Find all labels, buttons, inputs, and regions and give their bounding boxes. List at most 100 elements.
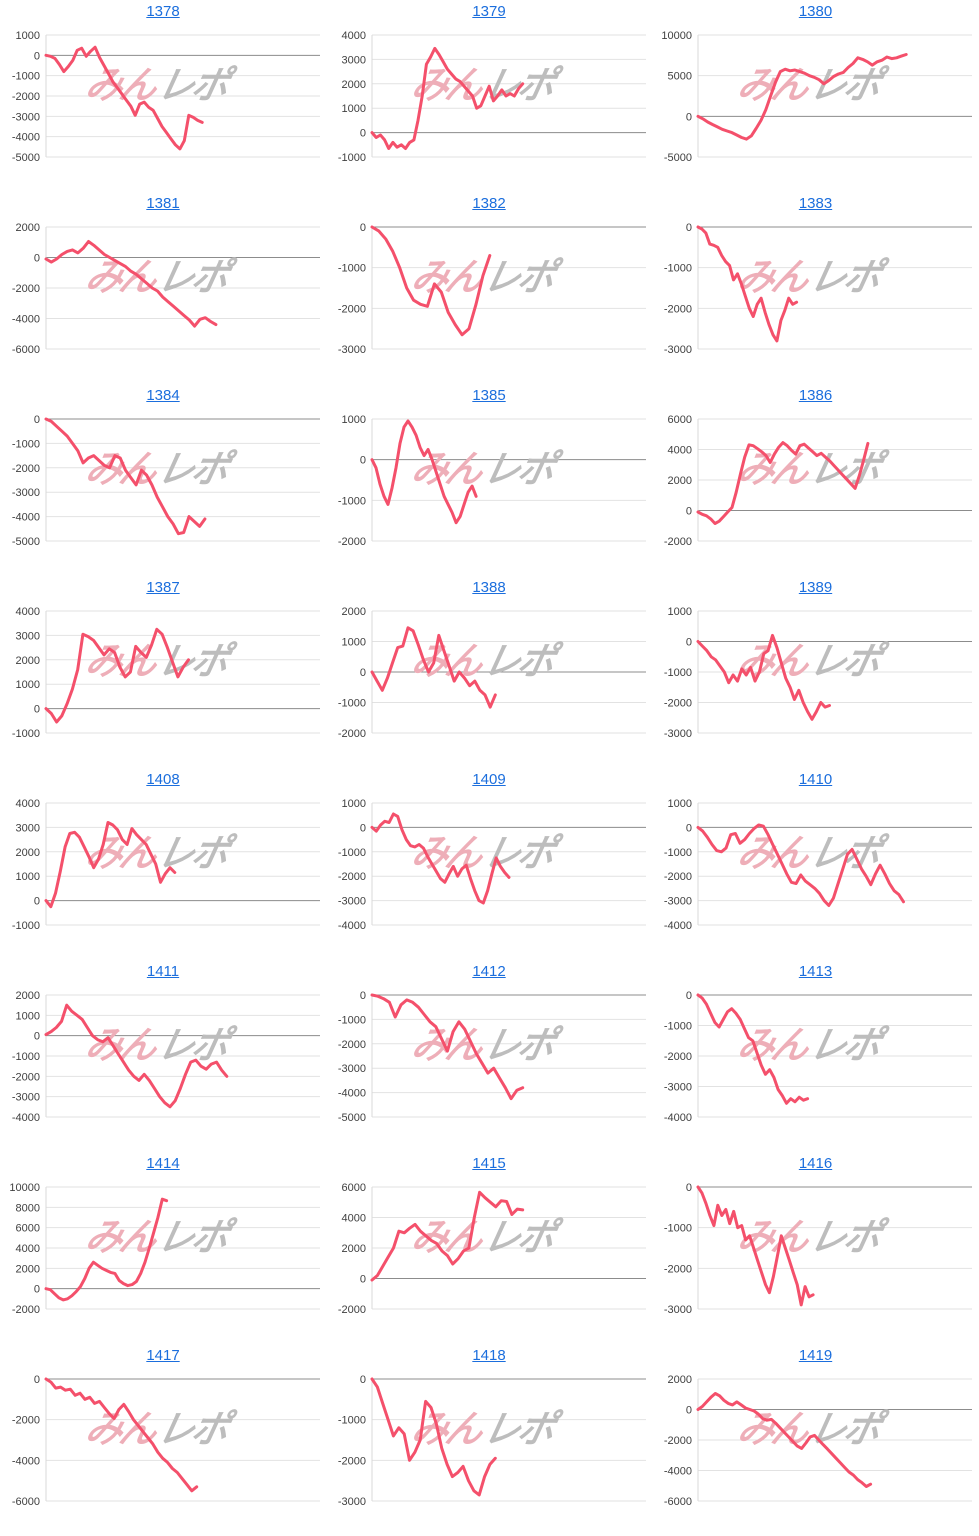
chart-cell: 1411 2000 1000 0 -1000 -2000 -3000 -4000 みんレポ	[0, 960, 326, 1152]
y-tick-label: 0	[686, 111, 692, 123]
y-tick-label: 0	[360, 128, 366, 140]
chart-title-link[interactable]: 1385	[472, 387, 506, 404]
chart-line	[44, 821, 177, 909]
chart-title-link[interactable]: 1379	[472, 3, 506, 20]
y-tick-label: 6000	[16, 1223, 40, 1235]
y-tick-label: -2000	[664, 1263, 692, 1275]
chart-plot: 4000 3000 2000 1000 0 -1000 みんレポ	[0, 603, 326, 745]
chart-title-link[interactable]: 1384	[146, 387, 180, 404]
chart-line	[44, 240, 218, 328]
y-tick-label: -1000	[664, 263, 692, 275]
chart-line	[44, 417, 207, 536]
y-tick-label: -1000	[338, 1014, 366, 1026]
chart-title-link[interactable]: 1415	[472, 1155, 506, 1172]
chart-title: 1413	[652, 960, 979, 987]
y-tick-label: 10000	[9, 1182, 40, 1194]
chart-title-link[interactable]: 1418	[472, 1347, 506, 1364]
chart-title: 1417	[0, 1344, 326, 1371]
y-tick-label: 0	[360, 667, 366, 679]
chart-plot: 10000 5000 0 -5000 みんレポ	[652, 27, 979, 169]
chart-title-link[interactable]: 1414	[146, 1155, 180, 1172]
chart-title-link[interactable]: 1417	[146, 1347, 180, 1364]
y-tick-label: -4000	[12, 132, 40, 144]
y-tick-label: -2000	[338, 1455, 366, 1467]
chart-cell: 1389 1000 0 -1000 -2000 -3000 みんレポ	[652, 576, 979, 768]
y-tick-label: -1000	[338, 152, 366, 164]
chart-gridlines: 0 -1000 -2000 -3000 -4000	[664, 990, 972, 1124]
y-tick-label: -1000	[12, 728, 40, 740]
y-tick-label: 0	[686, 990, 692, 1002]
chart-plot: 0 -1000 -2000 -3000 -4000 みんレポ	[652, 987, 979, 1129]
y-tick-label: -1000	[338, 263, 366, 275]
y-tick-label: -2000	[664, 303, 692, 315]
y-tick-label: -2000	[12, 1304, 40, 1316]
y-tick-label: 0	[34, 414, 40, 426]
chart-title: 1408	[0, 768, 326, 795]
y-tick-label: 2000	[16, 655, 40, 667]
y-tick-label: -3000	[12, 487, 40, 499]
chart-line	[370, 419, 478, 525]
chart-title-link[interactable]: 1386	[798, 387, 833, 404]
chart-line	[696, 53, 908, 141]
chart-title-link[interactable]: 1413	[798, 963, 833, 980]
chart-line	[370, 1190, 525, 1282]
y-tick-label: -1000	[664, 667, 692, 679]
chart-cell: 1408 4000 3000 2000 1000 0 -1000 みんレポ	[0, 768, 326, 960]
chart-title-link[interactable]: 1383	[798, 195, 833, 212]
chart-title-link[interactable]: 1378	[146, 3, 180, 20]
y-tick-label: -4000	[12, 1455, 40, 1467]
y-tick-label: 0	[360, 455, 366, 467]
y-tick-label: 1000	[342, 103, 366, 115]
chart-cell: 1384 0 -1000 -2000 -3000 -4000 -5000 みんレポ	[0, 384, 326, 576]
chart-title-link[interactable]: 1387	[146, 579, 180, 596]
chart-title-link[interactable]: 1381	[146, 195, 180, 212]
chart-title-link[interactable]: 1411	[146, 963, 180, 980]
y-tick-label: 4000	[342, 1213, 366, 1225]
chart-gridlines: 2000 0 -2000 -4000 -6000	[12, 222, 320, 356]
chart-title-link[interactable]: 1416	[798, 1155, 833, 1172]
chart-cell: 1410 1000 0 -1000 -2000 -3000 -4000 みんレポ	[652, 768, 979, 960]
chart-title: 1411	[0, 960, 326, 987]
chart-title-link[interactable]: 1409	[472, 771, 506, 788]
chart-title-link[interactable]: 1382	[472, 195, 506, 212]
chart-line	[696, 225, 799, 343]
chart-plot: 4000 3000 2000 1000 0 -1000 みんレポ	[326, 27, 652, 169]
y-tick-label: -1000	[664, 1223, 692, 1235]
chart-title-link[interactable]: 1410	[798, 771, 833, 788]
chart-line	[44, 627, 190, 724]
chart-title-link[interactable]: 1412	[472, 963, 506, 980]
chart-gridlines: 0 -1000 -2000 -3000	[664, 222, 972, 356]
chart-gridlines: 10000 8000 6000 4000 2000 0 -2000	[9, 1182, 320, 1316]
chart-cell: 1385 1000 0 -1000 -2000 みんレポ	[326, 384, 652, 576]
chart-title-link[interactable]: 1419	[798, 1347, 833, 1364]
y-tick-label: -2000	[664, 871, 692, 883]
y-tick-label: 0	[686, 1405, 692, 1417]
chart-gridlines: 4000 3000 2000 1000 0 -1000	[338, 30, 646, 164]
chart-title: 1412	[326, 960, 652, 987]
chart-cell: 1417 0 -2000 -4000 -6000 みんレポ	[0, 1344, 326, 1536]
y-tick-label: -3000	[12, 111, 40, 123]
chart-title: 1385	[326, 384, 652, 411]
y-tick-label: 1000	[16, 871, 40, 883]
y-tick-label: -3000	[664, 896, 692, 908]
chart-title-link[interactable]: 1389	[798, 579, 833, 596]
y-tick-label: -2000	[338, 1039, 366, 1051]
chart-title: 1388	[326, 576, 652, 603]
chart-line	[370, 626, 497, 709]
chart-title-link[interactable]: 1408	[146, 771, 180, 788]
y-tick-label: 0	[34, 896, 40, 908]
y-tick-label: 8000	[16, 1202, 40, 1214]
y-tick-label: -2000	[664, 1435, 692, 1447]
y-tick-label: -3000	[338, 344, 366, 356]
y-tick-label: -4000	[12, 512, 40, 524]
chart-cell: 1413 0 -1000 -2000 -3000 -4000 みんレポ	[652, 960, 979, 1152]
y-tick-label: 2000	[16, 990, 40, 1002]
chart-line	[370, 225, 492, 337]
chart-gridlines: 0 -2000 -4000 -6000	[12, 1374, 320, 1508]
y-tick-label: -4000	[338, 920, 366, 932]
y-tick-label: -1000	[338, 698, 366, 710]
chart-title-link[interactable]: 1388	[472, 579, 506, 596]
chart-cell: 1380 10000 5000 0 -5000 みんレポ	[652, 0, 979, 192]
chart-title-link[interactable]: 1380	[798, 3, 833, 20]
chart-gridlines: 6000 4000 2000 0 -2000	[338, 1182, 646, 1316]
